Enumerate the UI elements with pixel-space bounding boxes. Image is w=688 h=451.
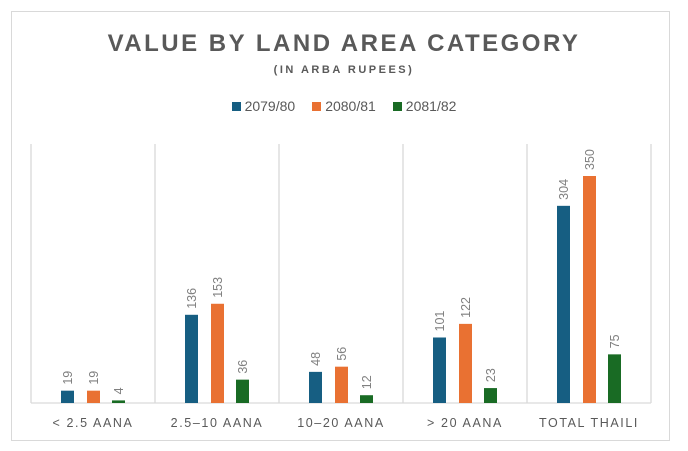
data-label: 48 bbox=[309, 352, 323, 366]
bar bbox=[211, 303, 224, 403]
legend-item-2080-81: 2080/81 bbox=[312, 98, 376, 114]
legend-swatch bbox=[312, 101, 322, 111]
category-label: > 20 AANA bbox=[427, 416, 503, 430]
bar bbox=[583, 176, 596, 403]
data-label: 19 bbox=[61, 371, 75, 385]
data-label: 36 bbox=[236, 360, 250, 374]
data-label: 350 bbox=[583, 149, 597, 170]
category-label: < 2.5 AANA bbox=[53, 416, 134, 430]
data-label: 304 bbox=[557, 179, 571, 200]
legend: 2079/80 2080/81 2081/82 bbox=[0, 98, 688, 114]
data-label: 153 bbox=[211, 277, 225, 298]
bar bbox=[459, 323, 472, 403]
bar bbox=[87, 390, 100, 403]
bar bbox=[185, 314, 198, 403]
bar bbox=[360, 395, 373, 403]
data-label: 19 bbox=[87, 371, 101, 385]
data-label: 75 bbox=[608, 334, 622, 348]
category-label: 10–20 AANA bbox=[297, 416, 385, 430]
data-label: 12 bbox=[360, 375, 374, 389]
category-label: 2.5–10 AANA bbox=[171, 416, 264, 430]
bar bbox=[309, 371, 322, 403]
data-label: 122 bbox=[459, 297, 473, 318]
bar bbox=[557, 205, 570, 403]
bar bbox=[484, 388, 497, 403]
data-label: 23 bbox=[484, 368, 498, 382]
data-label: 101 bbox=[433, 311, 447, 332]
bar bbox=[112, 400, 125, 403]
category-label: TOTAL THAILI bbox=[539, 416, 639, 430]
data-label: 4 bbox=[112, 387, 126, 394]
bar bbox=[236, 379, 249, 403]
legend-label: 2081/82 bbox=[405, 98, 457, 114]
chart-subtitle: (IN ARBA RUPEES) bbox=[273, 64, 415, 76]
data-label: 136 bbox=[185, 288, 199, 309]
bar bbox=[335, 366, 348, 403]
legend-item-2079-80: 2079/80 bbox=[231, 98, 296, 114]
legend-label: 2080/81 bbox=[325, 98, 376, 114]
legend-swatch bbox=[231, 101, 241, 111]
legend-swatch bbox=[392, 101, 402, 111]
data-label: 56 bbox=[335, 347, 349, 361]
bar bbox=[61, 390, 74, 403]
chart-title: VALUE BY LAND AREA CATEGORY bbox=[107, 30, 581, 57]
legend-label: 2079/80 bbox=[244, 98, 296, 114]
bar bbox=[433, 337, 446, 403]
legend-item-2081-82: 2081/82 bbox=[392, 98, 457, 114]
bar bbox=[608, 354, 621, 403]
